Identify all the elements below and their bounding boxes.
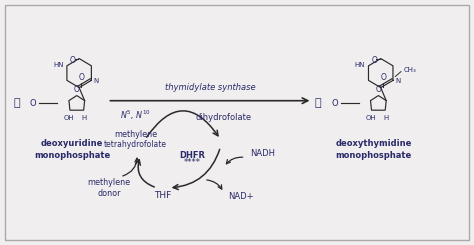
FancyBboxPatch shape xyxy=(5,5,469,240)
Text: Ⓟ: Ⓟ xyxy=(315,98,321,108)
Text: N: N xyxy=(395,78,401,84)
Text: O: O xyxy=(30,99,36,108)
Text: deoxythymidine
monophosphate: deoxythymidine monophosphate xyxy=(336,139,412,159)
FancyArrowPatch shape xyxy=(173,149,219,190)
Text: OH: OH xyxy=(366,114,376,121)
Text: NADH: NADH xyxy=(250,149,275,159)
Text: methylene
donor: methylene donor xyxy=(87,178,130,198)
Text: NAD+: NAD+ xyxy=(228,192,254,201)
Text: THF: THF xyxy=(154,191,171,200)
Text: HN: HN xyxy=(355,62,365,68)
Text: methylene: methylene xyxy=(114,130,157,139)
Text: N: N xyxy=(94,78,99,84)
Text: H: H xyxy=(383,114,388,121)
FancyArrowPatch shape xyxy=(207,180,222,189)
Text: deoxyuridine
monophosphate: deoxyuridine monophosphate xyxy=(34,139,110,159)
Text: Ⓟ: Ⓟ xyxy=(13,98,20,108)
Text: CH₃: CH₃ xyxy=(403,67,416,73)
Text: O: O xyxy=(381,73,386,82)
Text: $N^5$, $N^{10}$: $N^5$, $N^{10}$ xyxy=(120,109,151,122)
Text: DHFR: DHFR xyxy=(179,151,205,160)
Text: tetrahydrofolate: tetrahydrofolate xyxy=(104,140,167,149)
Text: HN: HN xyxy=(53,62,64,68)
Text: O: O xyxy=(375,85,381,94)
Text: ****: **** xyxy=(184,158,201,167)
Text: O: O xyxy=(70,56,75,65)
FancyArrowPatch shape xyxy=(146,111,218,137)
Text: dihydrofolate: dihydrofolate xyxy=(196,113,252,122)
Text: O: O xyxy=(371,56,377,65)
Text: H: H xyxy=(82,114,87,121)
FancyArrowPatch shape xyxy=(136,160,154,187)
Text: O: O xyxy=(79,73,85,82)
Text: O: O xyxy=(331,99,338,108)
Text: thymidylate synthase: thymidylate synthase xyxy=(165,84,255,92)
Text: OH: OH xyxy=(64,114,75,121)
FancyArrowPatch shape xyxy=(227,157,243,164)
Text: O: O xyxy=(74,85,80,94)
FancyArrowPatch shape xyxy=(123,158,139,176)
